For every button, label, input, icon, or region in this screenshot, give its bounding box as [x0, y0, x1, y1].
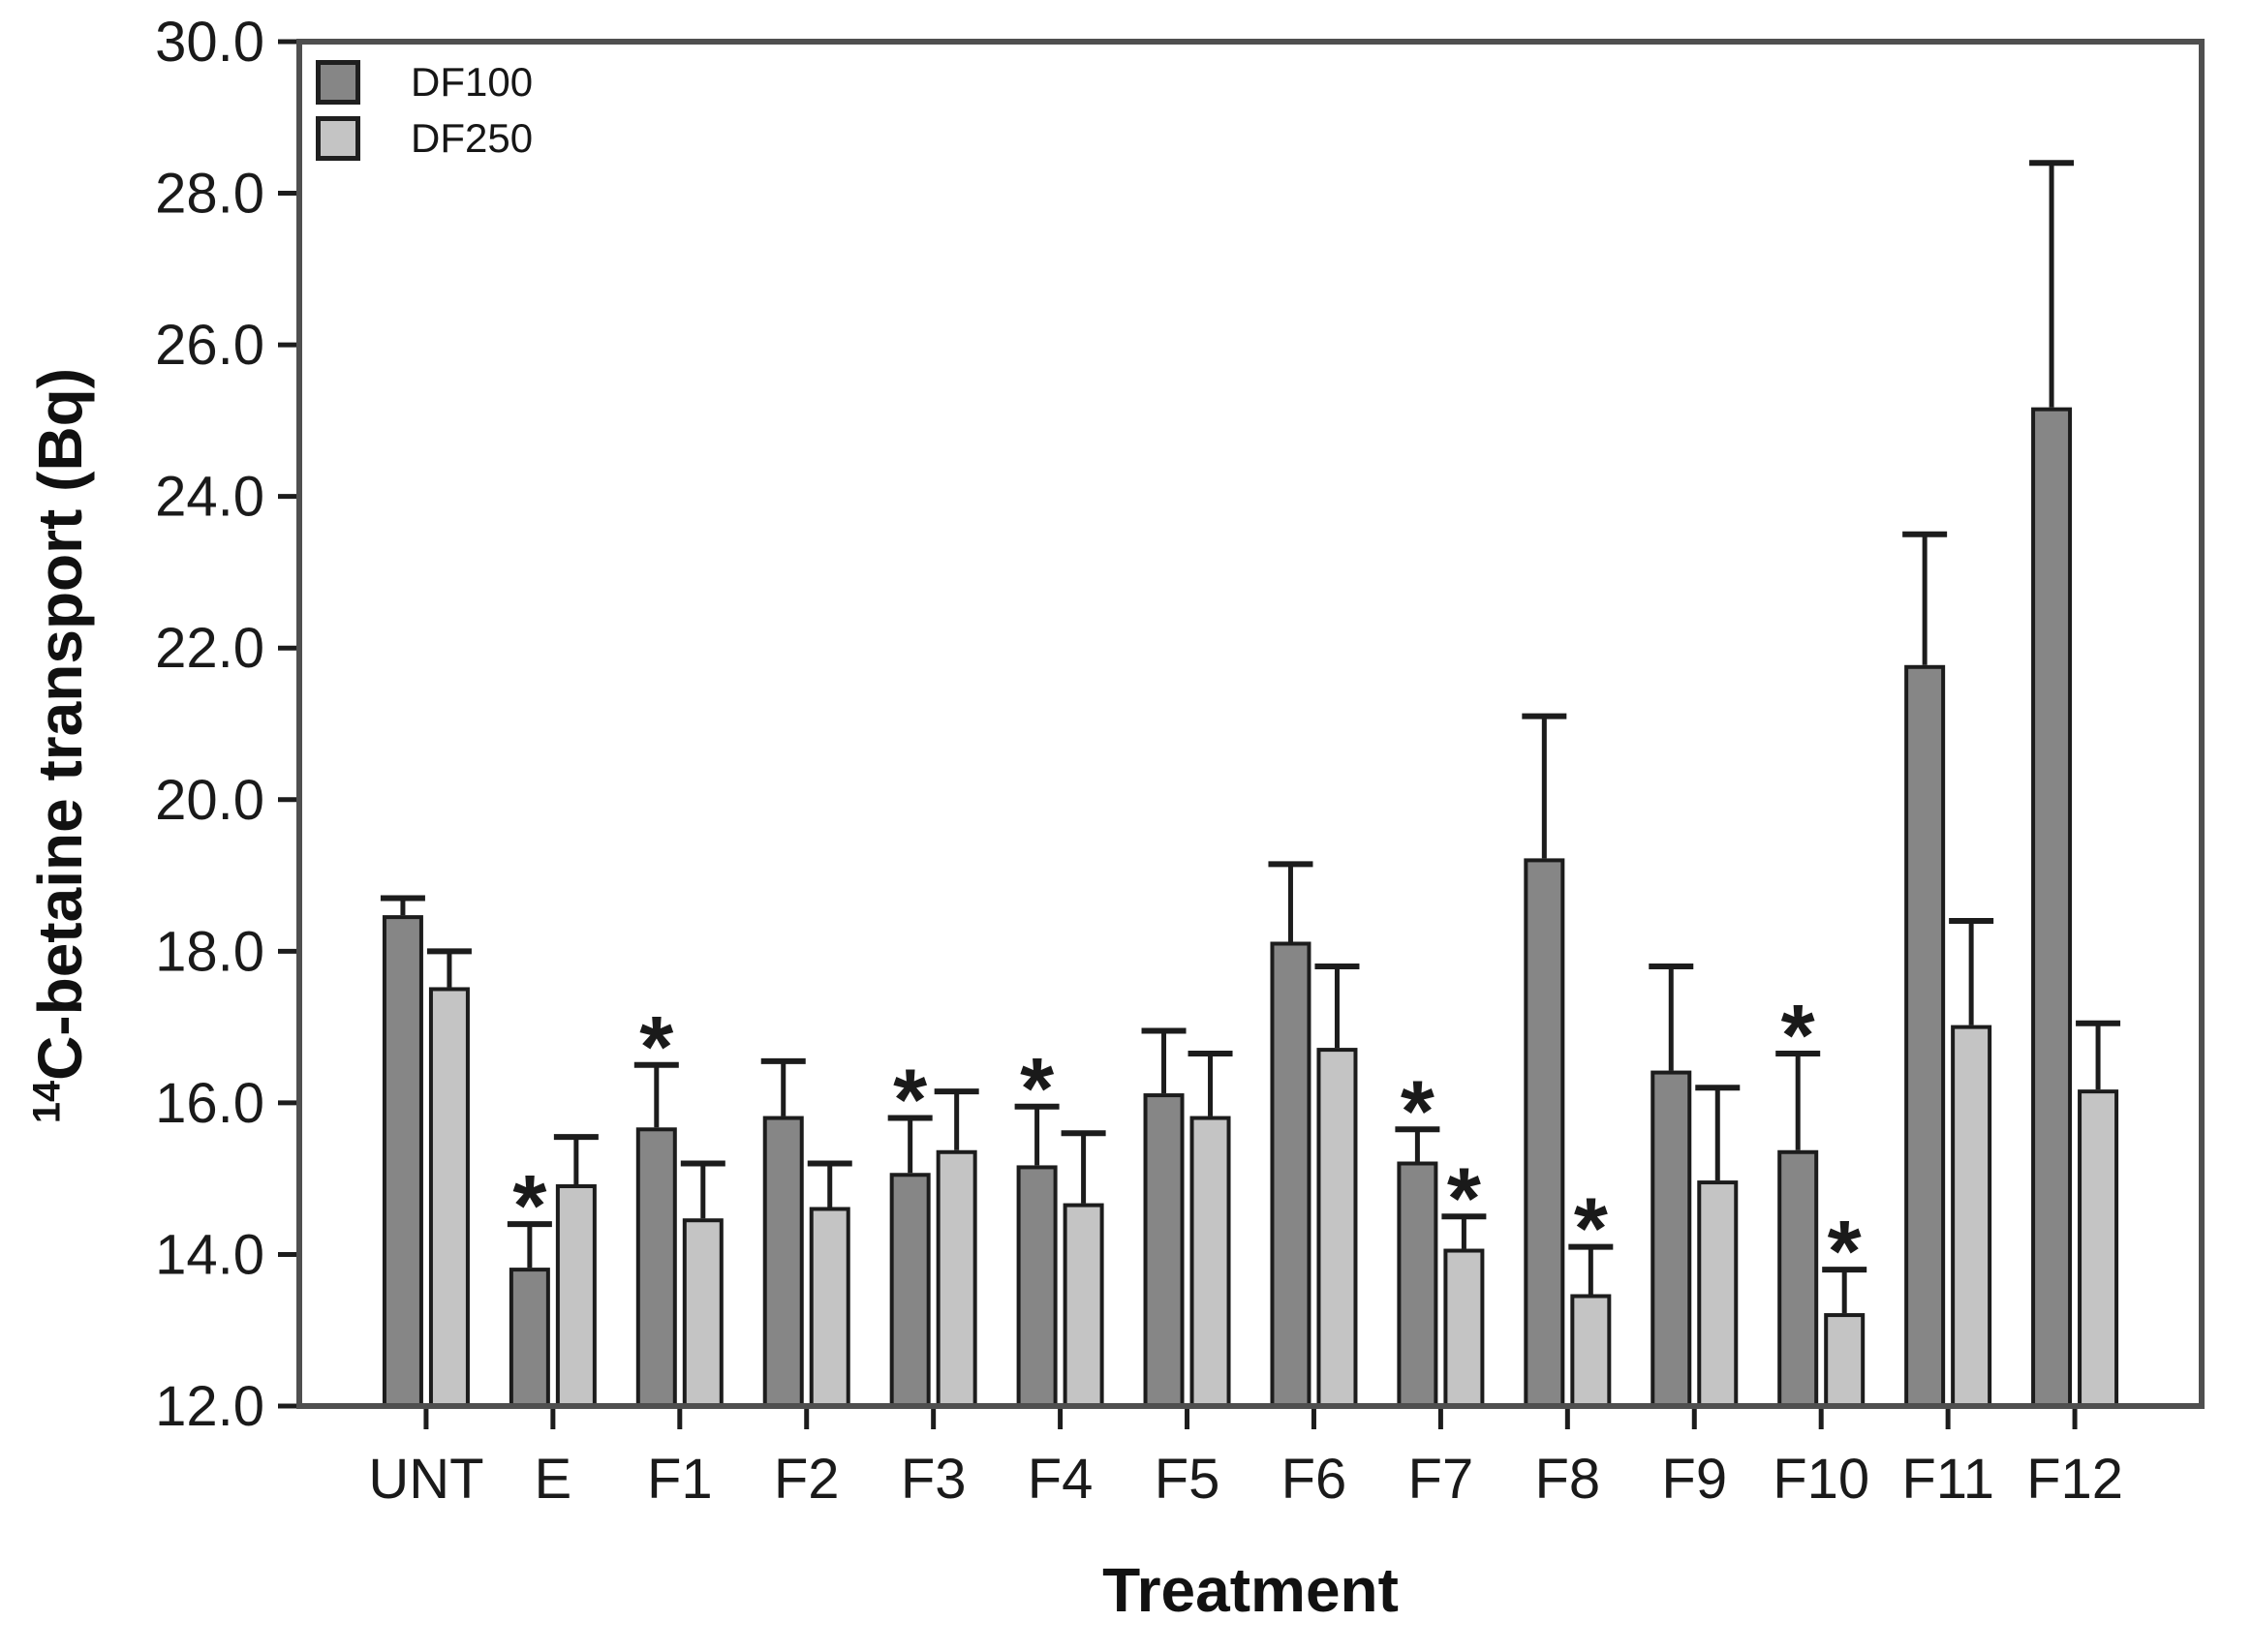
bar-df100-e — [509, 1268, 550, 1408]
bar-df100-f5 — [1143, 1093, 1185, 1409]
x-tick-label-e: E — [535, 1448, 572, 1511]
significance-marker-df100-f7: * — [1401, 1063, 1434, 1160]
bar-df250-f11 — [1951, 1025, 1992, 1408]
y-tick-label-22.0: 22.0 — [155, 617, 264, 680]
legend-row-df100: DF100 — [316, 54, 533, 110]
x-tick-label-f6: F6 — [1281, 1448, 1347, 1511]
x-tick-label-f5: F5 — [1155, 1448, 1220, 1511]
significance-marker-df100-f3: * — [893, 1053, 927, 1149]
bar-df100-f4 — [1016, 1165, 1058, 1409]
bar-df250-f9 — [1697, 1180, 1739, 1409]
legend-label-df100: DF100 — [411, 59, 534, 105]
bar-df100-f9 — [1650, 1070, 1692, 1408]
bar-df250-f10 — [1824, 1313, 1866, 1408]
bar-df250-f6 — [1316, 1048, 1358, 1409]
y-tick-label-28.0: 28.0 — [155, 163, 264, 226]
legend: DF100 DF250 — [316, 54, 533, 167]
legend-label-df250: DF250 — [411, 115, 534, 161]
legend-swatch-df250 — [316, 116, 360, 161]
x-tick-label-f2: F2 — [774, 1448, 840, 1511]
bar-df250-e — [555, 1183, 597, 1408]
legend-swatch-df100 — [316, 60, 360, 105]
bar-df100-f8 — [1524, 858, 1565, 1408]
x-tick-label-f7: F7 — [1408, 1448, 1474, 1511]
bar-df100-f1 — [635, 1127, 677, 1409]
bar-df250-unt — [428, 987, 470, 1408]
x-tick-label-f4: F4 — [1028, 1448, 1094, 1511]
x-tick-label-f8: F8 — [1534, 1448, 1600, 1511]
legend-row-df250: DF250 — [316, 110, 533, 167]
bar-df100-f11 — [1904, 664, 1946, 1408]
y-tick-label-18.0: 18.0 — [155, 920, 264, 983]
y-tick-label-26.0: 26.0 — [155, 314, 264, 377]
bar-df100-unt — [382, 915, 423, 1408]
x-tick-label-unt: UNT — [368, 1448, 483, 1511]
bar-df250-f2 — [809, 1207, 850, 1408]
y-tick-label-16.0: 16.0 — [155, 1072, 264, 1135]
bar-df100-f7 — [1397, 1161, 1438, 1408]
bar-df250-f7 — [1443, 1248, 1485, 1408]
x-tick-label-f10: F10 — [1773, 1448, 1869, 1511]
y-tick-label-24.0: 24.0 — [155, 466, 264, 529]
y-tick-label-14.0: 14.0 — [155, 1223, 264, 1286]
x-tick-label-f3: F3 — [901, 1448, 967, 1511]
significance-marker-df250-f8: * — [1574, 1181, 1608, 1278]
y-axis-title-superscript: 14 — [25, 1080, 69, 1124]
significance-marker-df100-f4: * — [1020, 1041, 1054, 1138]
bar-df250-f1 — [682, 1218, 724, 1409]
bar-df100-f12 — [2031, 407, 2073, 1408]
bar-df250-f8 — [1570, 1294, 1612, 1408]
y-axis-title: 14C-betaine transport (Bq) — [24, 368, 96, 1123]
y-tick-label-20.0: 20.0 — [155, 769, 264, 832]
y-tick-label-30.0: 30.0 — [155, 11, 264, 74]
significance-marker-df100-f10: * — [1781, 988, 1815, 1085]
bar-df250-f4 — [1063, 1203, 1104, 1408]
x-tick-label-f11: F11 — [1901, 1448, 1994, 1511]
plot-frame — [296, 39, 2205, 1409]
significance-marker-df250-f10: * — [1828, 1204, 1862, 1300]
y-tick-label-12.0: 12.0 — [155, 1375, 264, 1438]
significance-marker-df100-f1: * — [639, 999, 673, 1096]
bar-df250-f3 — [936, 1149, 977, 1408]
significance-marker-df250-f7: * — [1447, 1150, 1481, 1247]
bar-df100-f3 — [889, 1173, 931, 1409]
bar-df250-f5 — [1189, 1116, 1231, 1408]
x-tick-label-f9: F9 — [1661, 1448, 1727, 1511]
x-tick-label-f1: F1 — [647, 1448, 713, 1511]
bar-df100-f6 — [1270, 941, 1311, 1408]
bar-df100-f10 — [1777, 1149, 1819, 1408]
y-axis-title-text: C-betaine transport (Bq) — [25, 367, 95, 1081]
x-axis-title: Treatment — [1102, 1555, 1399, 1625]
bar-df100-f2 — [762, 1116, 804, 1408]
significance-marker-df100-e: * — [512, 1158, 546, 1255]
x-tick-label-f12: F12 — [2026, 1448, 2123, 1511]
bar-df250-f12 — [2078, 1089, 2119, 1408]
